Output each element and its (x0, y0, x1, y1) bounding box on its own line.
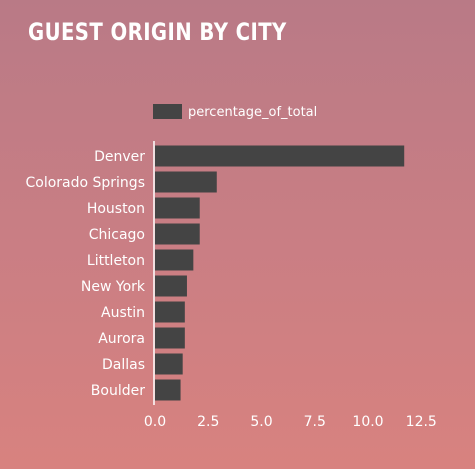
legend-label: percentage_of_total (188, 105, 317, 120)
x-tick-label: 10.0 (352, 414, 383, 430)
chart-title: GUEST ORIGIN BY CITY (28, 18, 287, 46)
bar (155, 249, 194, 271)
category-label: Aurora (98, 331, 145, 347)
category-label: Houston (87, 201, 145, 217)
category-label: Chicago (89, 227, 145, 243)
bar (155, 379, 181, 401)
category-label: Littleton (87, 253, 145, 269)
category-label: Colorado Springs (25, 175, 145, 191)
bar (155, 145, 405, 167)
bar (155, 301, 185, 323)
x-tick-label: 7.5 (304, 414, 326, 430)
category-label: Austin (101, 305, 145, 321)
category-label: New York (81, 279, 146, 295)
legend-swatch (153, 104, 182, 119)
category-label: Dallas (102, 357, 145, 373)
category-label: Boulder (91, 383, 145, 399)
x-tick-label: 0.0 (144, 414, 166, 430)
bar (155, 353, 183, 375)
bar (155, 275, 187, 297)
category-label: Denver (94, 149, 145, 165)
bar (155, 197, 200, 219)
bar (155, 327, 185, 349)
x-tick-label: 5.0 (250, 414, 272, 430)
bar (155, 223, 200, 245)
x-tick-label: 2.5 (197, 414, 219, 430)
bar (155, 171, 217, 193)
x-tick-label: 12.5 (406, 414, 437, 430)
